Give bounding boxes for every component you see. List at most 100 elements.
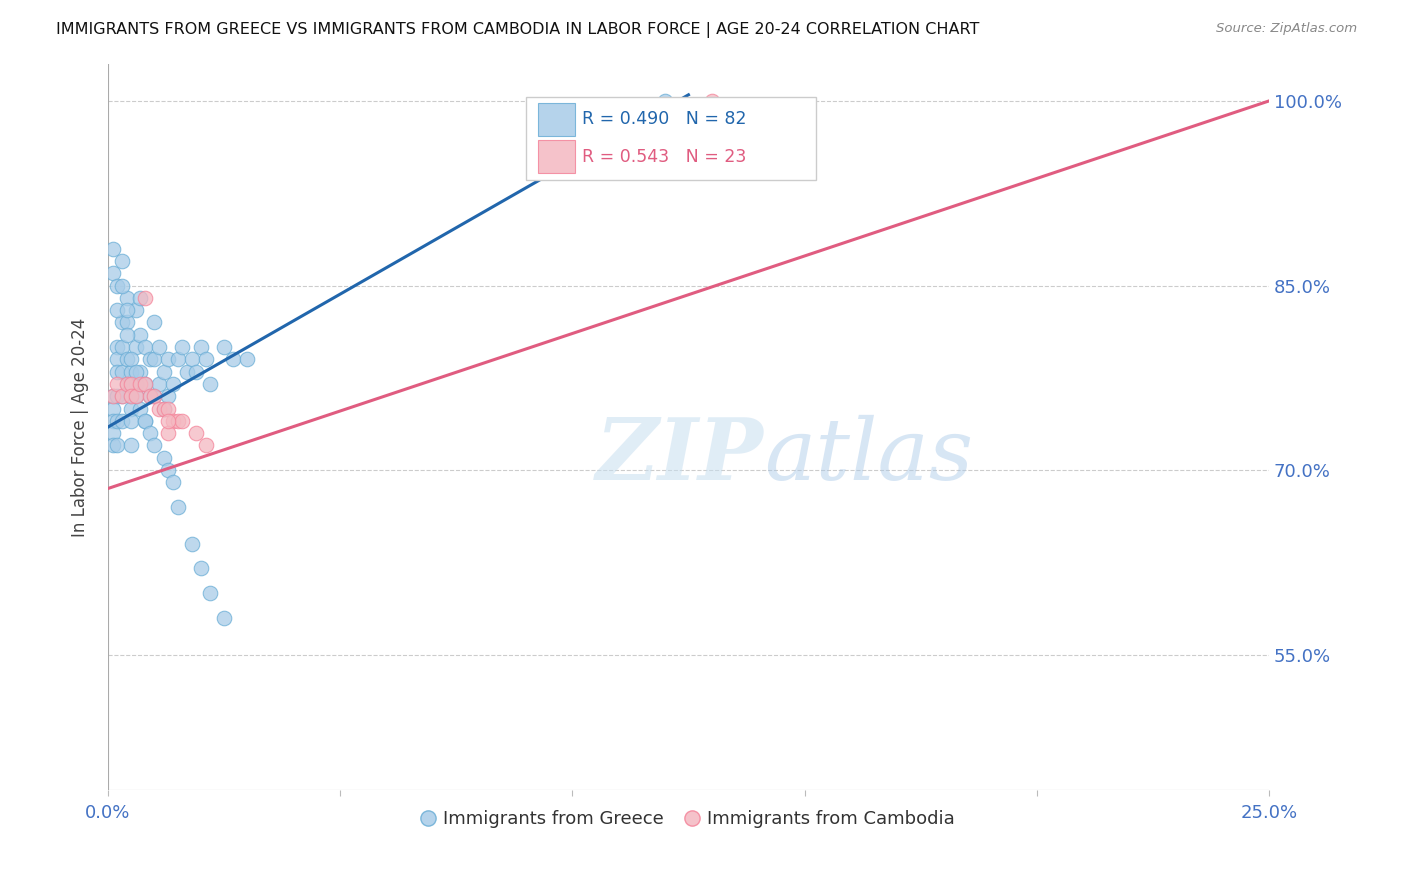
Point [143, 315, 166, 329]
Point [134, 291, 156, 305]
Point [120, 389, 142, 403]
Point [101, 438, 124, 452]
Point [111, 253, 134, 268]
Point [120, 414, 142, 428]
Point [125, 365, 148, 379]
Point [105, 365, 128, 379]
Point [120, 438, 142, 452]
Legend: Immigrants from Greece, Immigrants from Cambodia: Immigrants from Greece, Immigrants from … [415, 803, 963, 835]
Point [157, 389, 180, 403]
Point [111, 389, 134, 403]
Point [101, 426, 124, 441]
Point [176, 365, 198, 379]
Point [111, 389, 134, 403]
FancyBboxPatch shape [526, 96, 815, 180]
Text: ZIP: ZIP [596, 414, 763, 498]
Point [148, 401, 170, 416]
Point [101, 266, 124, 280]
Point [162, 414, 184, 428]
Point [212, 340, 235, 354]
Point [111, 365, 134, 379]
Point [105, 340, 128, 354]
Point [148, 376, 170, 391]
Point [157, 463, 180, 477]
Y-axis label: In Labor Force | Age 20-24: In Labor Force | Age 20-24 [72, 318, 89, 537]
Point [125, 303, 148, 318]
Point [198, 586, 221, 600]
Point [129, 376, 152, 391]
Point [194, 438, 217, 452]
Point [198, 376, 221, 391]
Point [105, 389, 128, 403]
Point [129, 365, 152, 379]
Point [129, 327, 152, 342]
Point [101, 414, 124, 428]
Point [152, 401, 174, 416]
Point [152, 401, 174, 416]
Point [166, 500, 188, 514]
Point [700, 94, 723, 108]
Point [129, 291, 152, 305]
Text: atlas: atlas [763, 415, 973, 498]
Point [190, 561, 212, 575]
Point [120, 376, 142, 391]
Point [105, 303, 128, 318]
Text: R = 0.490   N = 82: R = 0.490 N = 82 [582, 111, 747, 128]
Point [120, 389, 142, 403]
Point [120, 352, 142, 367]
Point [134, 376, 156, 391]
Point [125, 376, 148, 391]
Point [101, 401, 124, 416]
Point [125, 389, 148, 403]
Point [120, 401, 142, 416]
Point [105, 352, 128, 367]
FancyBboxPatch shape [537, 103, 575, 136]
Point [157, 352, 180, 367]
Point [115, 352, 138, 367]
Point [101, 389, 124, 403]
Point [654, 94, 676, 108]
Point [134, 340, 156, 354]
Point [134, 376, 156, 391]
Point [157, 414, 180, 428]
Point [115, 327, 138, 342]
Point [101, 242, 124, 256]
Point [143, 438, 166, 452]
Point [143, 389, 166, 403]
Point [157, 401, 180, 416]
Point [190, 340, 212, 354]
Point [143, 352, 166, 367]
Point [172, 414, 194, 428]
Point [115, 315, 138, 329]
Point [180, 352, 202, 367]
Point [139, 352, 162, 367]
FancyBboxPatch shape [537, 140, 575, 173]
Point [105, 414, 128, 428]
Point [152, 365, 174, 379]
Point [111, 278, 134, 293]
Point [134, 414, 156, 428]
Point [115, 291, 138, 305]
Point [115, 376, 138, 391]
Point [222, 352, 245, 367]
Point [105, 438, 128, 452]
Point [148, 340, 170, 354]
Point [236, 352, 259, 367]
Point [111, 315, 134, 329]
Point [111, 414, 134, 428]
Point [139, 426, 162, 441]
Point [162, 376, 184, 391]
Point [157, 426, 180, 441]
Point [125, 340, 148, 354]
Point [125, 389, 148, 403]
Text: IMMIGRANTS FROM GREECE VS IMMIGRANTS FROM CAMBODIA IN LABOR FORCE | AGE 20-24 CO: IMMIGRANTS FROM GREECE VS IMMIGRANTS FRO… [56, 22, 980, 38]
Point [129, 401, 152, 416]
Point [134, 414, 156, 428]
Point [139, 389, 162, 403]
Point [101, 389, 124, 403]
Point [180, 537, 202, 551]
Point [115, 303, 138, 318]
Point [120, 365, 142, 379]
Text: Source: ZipAtlas.com: Source: ZipAtlas.com [1216, 22, 1357, 36]
Point [105, 278, 128, 293]
